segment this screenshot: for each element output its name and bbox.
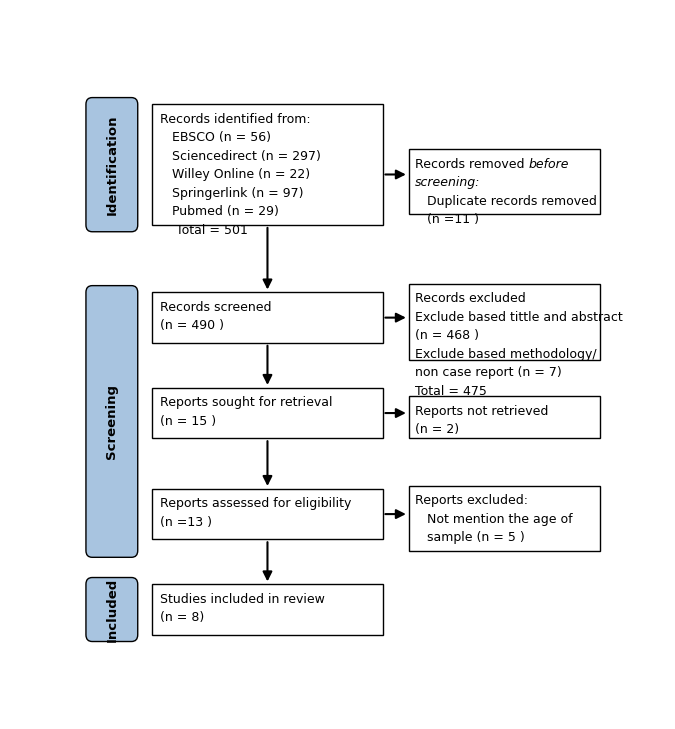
Text: Reports assessed for eligibility: Reports assessed for eligibility [160,497,352,510]
Text: before: before [529,157,569,171]
FancyBboxPatch shape [153,104,383,225]
Text: (n =13 ): (n =13 ) [160,516,212,529]
FancyBboxPatch shape [408,486,599,550]
Text: Pubmed (n = 29): Pubmed (n = 29) [160,206,279,219]
Text: non case report (n = 7): non case report (n = 7) [415,367,562,380]
Text: Exclude based tittle and abstract: Exclude based tittle and abstract [415,311,623,324]
FancyBboxPatch shape [153,584,383,635]
Text: Reports excluded:: Reports excluded: [415,494,528,507]
Text: (n = 468 ): (n = 468 ) [415,330,479,343]
Text: Records identified from:: Records identified from: [160,113,311,125]
Text: Included: Included [105,577,118,642]
Text: Records removed: Records removed [415,157,529,171]
Text: Total = 501: Total = 501 [160,224,248,237]
FancyBboxPatch shape [153,489,383,539]
FancyBboxPatch shape [408,149,599,214]
Text: Springerlink (n = 97): Springerlink (n = 97) [160,187,304,200]
Text: (n = 8): (n = 8) [160,611,205,624]
Text: Duplicate records removed: Duplicate records removed [415,195,597,208]
Text: (n = 15 ): (n = 15 ) [160,415,217,428]
FancyBboxPatch shape [153,292,383,343]
Text: Studies included in review: Studies included in review [160,593,325,606]
Text: (n = 2): (n = 2) [415,423,459,436]
Text: Not mention the age of: Not mention the age of [415,513,572,526]
FancyBboxPatch shape [408,397,599,438]
Text: Reports sought for retrieval: Reports sought for retrieval [160,397,333,409]
Text: EBSCO (n = 56): EBSCO (n = 56) [160,131,271,144]
FancyBboxPatch shape [86,577,138,642]
Text: Sciencedirect (n = 297): Sciencedirect (n = 297) [160,149,321,163]
Text: Records screened: Records screened [160,301,272,313]
Text: Screening: Screening [105,384,118,459]
Text: Exclude based methodology/: Exclude based methodology/ [415,348,597,361]
Text: Total = 475: Total = 475 [415,385,487,398]
FancyBboxPatch shape [86,286,138,557]
FancyBboxPatch shape [153,388,383,438]
Text: Records excluded: Records excluded [415,292,526,305]
Text: (n = 490 ): (n = 490 ) [160,319,224,332]
Text: (n =11 ): (n =11 ) [415,213,479,226]
Text: Reports not retrieved: Reports not retrieved [415,405,548,418]
Text: Identification: Identification [105,114,118,215]
FancyBboxPatch shape [86,98,138,232]
Text: screening:: screening: [415,176,481,189]
Text: sample (n = 5 ): sample (n = 5 ) [415,531,524,545]
Text: Willey Online (n = 22): Willey Online (n = 22) [160,168,310,182]
FancyBboxPatch shape [408,284,599,359]
